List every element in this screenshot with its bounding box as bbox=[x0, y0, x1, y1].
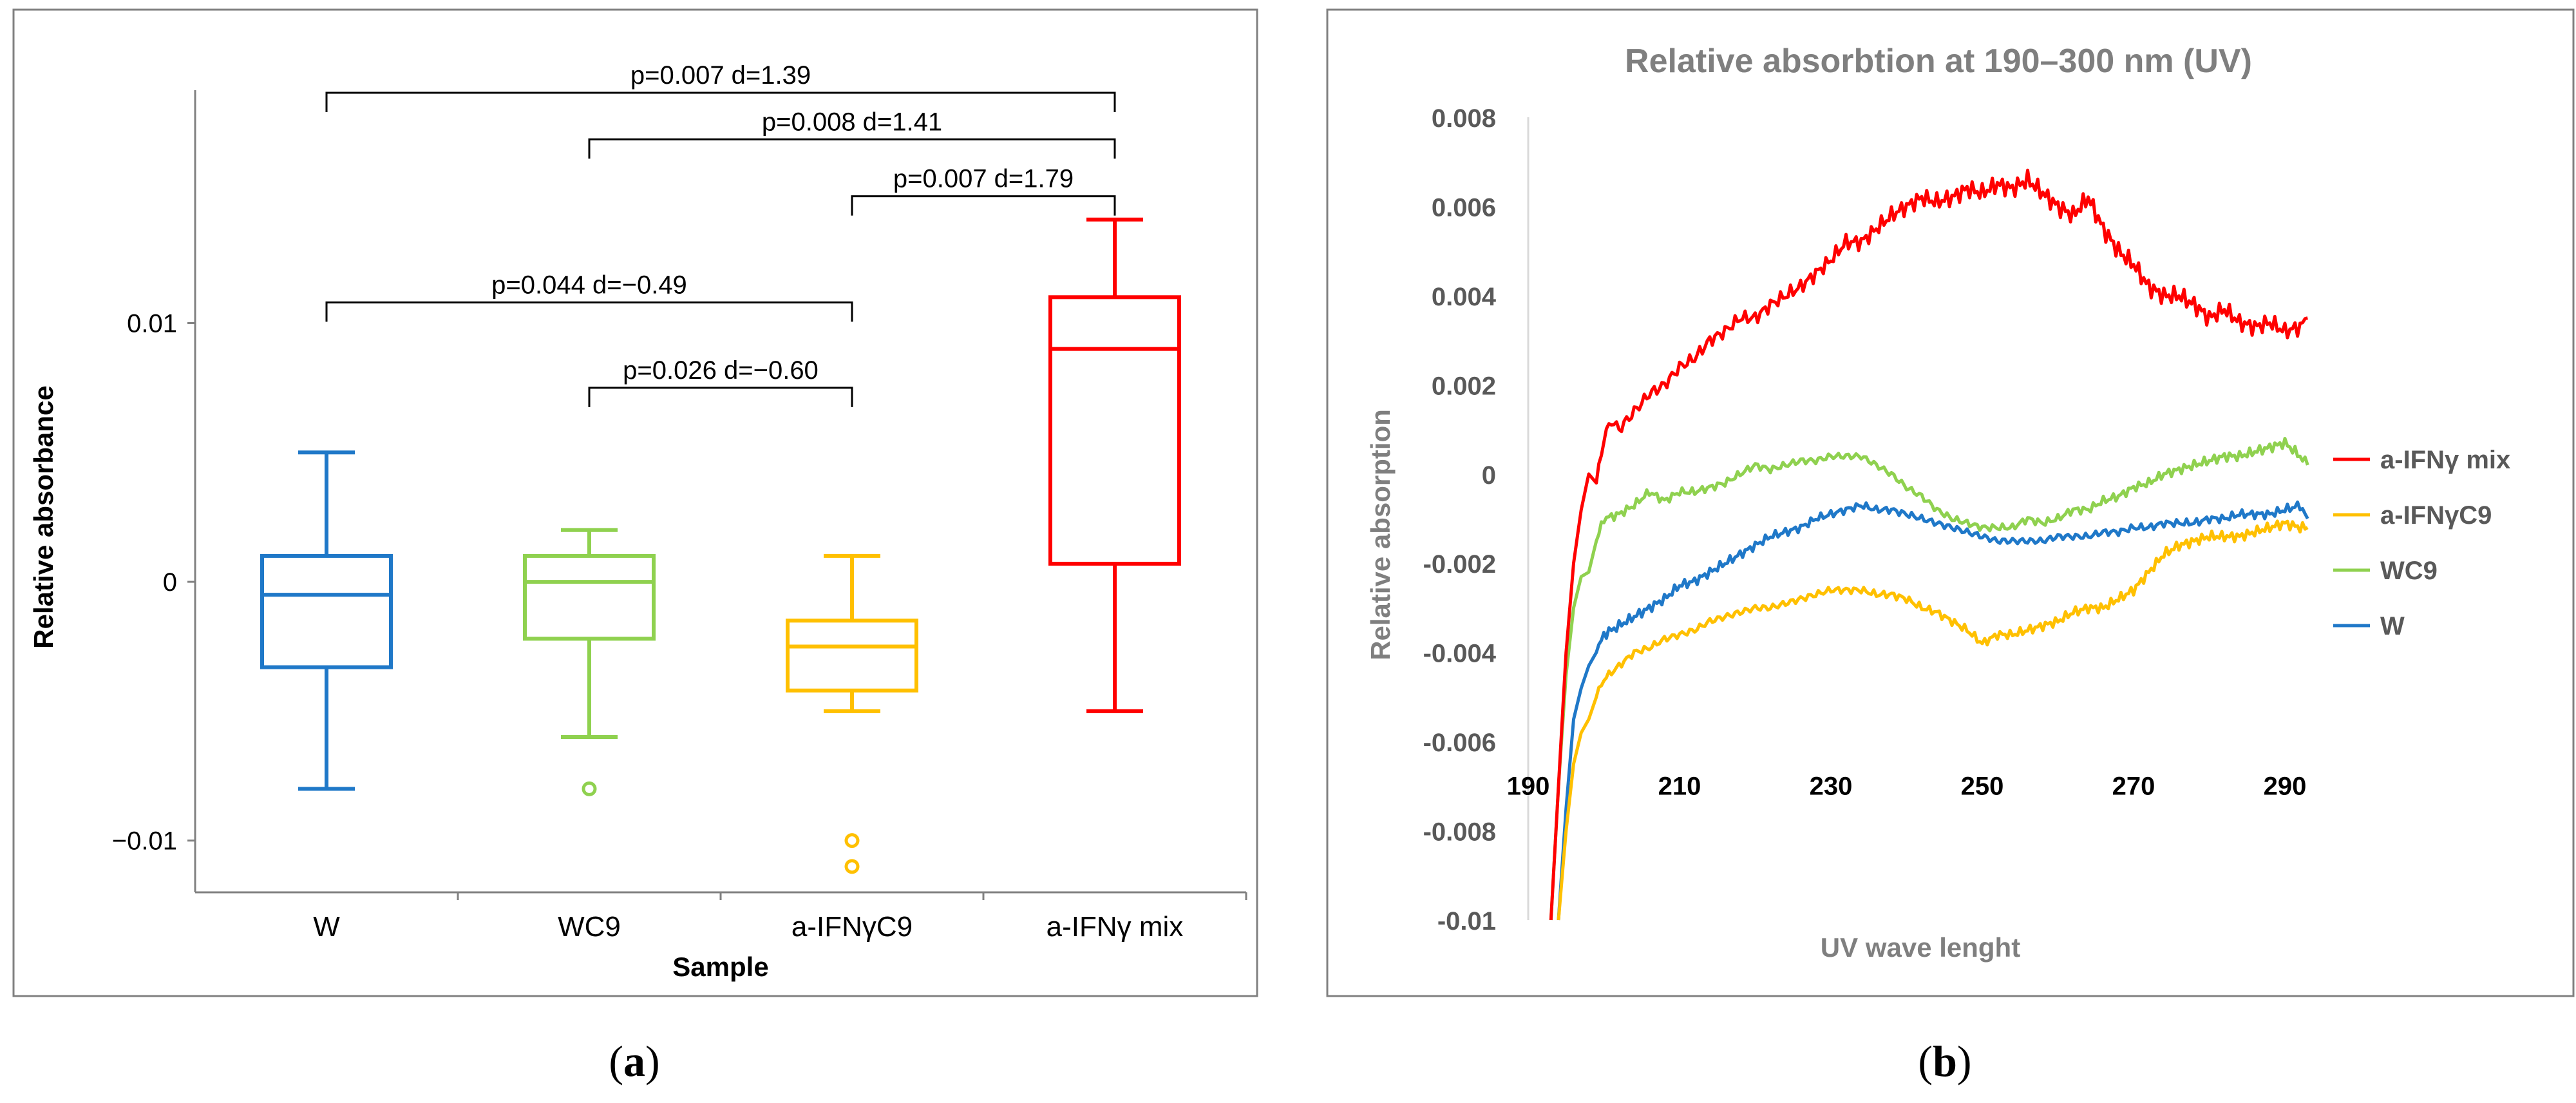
y-tick-label: 0 bbox=[163, 568, 177, 597]
legend-entry-wc9: WC9 bbox=[2333, 557, 2438, 585]
panel-label-a: (a) bbox=[609, 1037, 659, 1086]
panel-b-line-chart: Relative absorbtion at 190–300 nm (UV) 0.… bbox=[1365, 43, 2510, 963]
comparison-label: p=0.007 d=1.39 bbox=[630, 61, 811, 90]
panel-b-frame bbox=[1326, 8, 2575, 997]
panel-label-b: (b) bbox=[1918, 1037, 1971, 1086]
y-tick-label: 0 bbox=[1482, 461, 1496, 490]
legend-label: a-IFNγC9 bbox=[2380, 501, 2492, 530]
legend-label: a-IFNγ mix bbox=[2380, 446, 2510, 474]
box-a-ifn-c9 bbox=[786, 553, 918, 874]
x-tick-label: 270 bbox=[2112, 772, 2155, 801]
comparison-bracket-4: p=0.044 d=−0.49 bbox=[325, 271, 853, 322]
series-line-wc9 bbox=[1549, 437, 2309, 921]
x-tick-label: 190 bbox=[1507, 772, 1550, 801]
y-tick-label: -0.008 bbox=[1423, 818, 1496, 847]
comparison-bracket-3: p=0.007 d=1.79 bbox=[851, 165, 1116, 216]
y-tick-label: 0.01 bbox=[127, 309, 177, 338]
bracket-line bbox=[588, 138, 1116, 159]
x-tick-label: 290 bbox=[2264, 772, 2307, 801]
y-tick-label: -0.006 bbox=[1423, 729, 1496, 757]
x-tick-label: 250 bbox=[1961, 772, 2004, 801]
x-tick-label: 210 bbox=[1658, 772, 1701, 801]
x-tick-label-a-ifn-mix: a-IFNγ mix bbox=[1046, 911, 1184, 943]
box-iqr bbox=[786, 619, 918, 693]
y-tick-label: 0.006 bbox=[1432, 193, 1496, 222]
box-w bbox=[260, 450, 393, 791]
y-axis-label: Relative absorption bbox=[1365, 409, 1396, 660]
y-tick-label: -0.004 bbox=[1423, 640, 1497, 668]
series-line-w bbox=[1557, 500, 2309, 921]
y-tick-label: -0.01 bbox=[1437, 907, 1496, 935]
comparison-bracket-2: p=0.008 d=1.41 bbox=[588, 108, 1116, 159]
box-iqr bbox=[1048, 295, 1181, 566]
series-line-a-ifn-c9 bbox=[1557, 519, 2309, 921]
outlier-point bbox=[844, 859, 860, 874]
outlier-point bbox=[844, 833, 860, 849]
x-axis-label: UV wave lenght bbox=[1821, 932, 2020, 963]
box-iqr bbox=[260, 553, 393, 669]
outlier-point bbox=[582, 781, 597, 796]
legend-entry-a-ifn-c9: a-IFNγC9 bbox=[2333, 501, 2492, 530]
box-wc9 bbox=[523, 528, 656, 796]
legend-label: W bbox=[2380, 612, 2405, 640]
bracket-line bbox=[851, 195, 1116, 216]
comparison-label: p=0.007 d=1.79 bbox=[893, 165, 1074, 193]
comparison-label: p=0.044 d=−0.49 bbox=[491, 271, 687, 299]
comparison-bracket-5: p=0.026 d=−0.60 bbox=[588, 356, 853, 407]
panel-a-box-plot: 0.01 0 −0.01 W WC9 a-IFNγC9 a-IFNγ mix Sample Re… bbox=[28, 61, 1247, 982]
x-tick-label: 230 bbox=[1810, 772, 1853, 801]
y-axis-label: Relative absorbance bbox=[28, 385, 59, 649]
box-iqr bbox=[523, 553, 656, 641]
x-tick-label-w: W bbox=[313, 911, 340, 943]
comparison-bracket-1: p=0.007 d=1.39 bbox=[325, 61, 1116, 113]
y-tick-label: -0.002 bbox=[1423, 550, 1496, 579]
y-tick-label: 0.004 bbox=[1432, 283, 1497, 311]
series-line-a-ifn-mix bbox=[1549, 168, 2308, 921]
legend-entry-w: W bbox=[2333, 612, 2405, 640]
x-tick-label-a-ifn-c9: a-IFNγC9 bbox=[791, 911, 913, 943]
y-tick-label: 0.008 bbox=[1432, 104, 1496, 133]
comparison-label: p=0.008 d=1.41 bbox=[762, 108, 942, 136]
legend-label: WC9 bbox=[2380, 557, 2438, 585]
legend-entry-a-ifn-mix: a-IFNγ mix bbox=[2333, 446, 2510, 474]
bracket-line bbox=[325, 301, 853, 322]
y-tick-label: −0.01 bbox=[112, 827, 177, 856]
x-axis-label: Sample bbox=[672, 952, 768, 982]
bracket-line bbox=[588, 387, 853, 407]
x-tick-label-wc9: WC9 bbox=[558, 911, 621, 943]
y-tick-label: 0.002 bbox=[1432, 372, 1496, 400]
comparison-label: p=0.026 d=−0.60 bbox=[623, 356, 819, 385]
bracket-line bbox=[325, 91, 1116, 113]
box-a-ifn-mix bbox=[1048, 217, 1181, 713]
chart-title: Relative absorbtion at 190–300 nm (UV) bbox=[1625, 43, 2252, 80]
